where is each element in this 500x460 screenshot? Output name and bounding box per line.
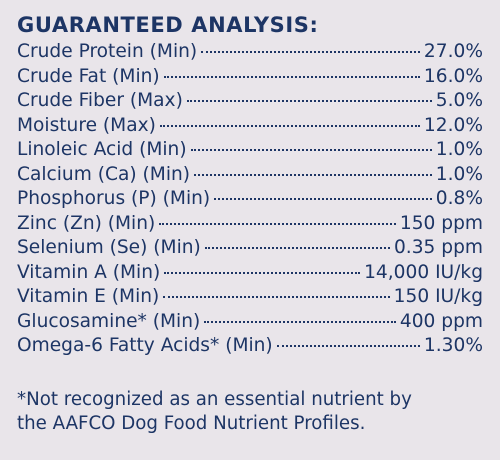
analysis-row: Moisture (Max) 12.0% bbox=[17, 114, 483, 139]
analysis-row: Calcium (Ca) (Min) 1.0% bbox=[17, 163, 483, 188]
dot-leader bbox=[159, 222, 396, 225]
nutrient-name: Moisture (Max) bbox=[17, 114, 156, 136]
nutrient-value: 400 ppm bbox=[399, 310, 483, 332]
analysis-row: Crude Fat (Min) 16.0% bbox=[17, 65, 483, 90]
nutrient-value: 150 IU/kg bbox=[393, 286, 483, 307]
footnote-line-2: the AAFCO Dog Food Nutrient Profiles. bbox=[17, 413, 366, 434]
dot-leader bbox=[204, 320, 396, 323]
analysis-row: Vitamin A (Min) 14,000 IU/kg bbox=[17, 261, 483, 286]
nutrient-value: 27.0% bbox=[423, 41, 483, 62]
dot-leader bbox=[163, 295, 390, 298]
dot-leader bbox=[190, 148, 432, 151]
dot-leader bbox=[163, 75, 420, 78]
nutrient-name: Selenium (Se) (Min) bbox=[17, 237, 201, 258]
dot-leader bbox=[164, 271, 361, 274]
nutrient-value: 150 ppm bbox=[399, 212, 483, 234]
nutrient-name: Zinc (Zn) (Min) bbox=[17, 212, 156, 234]
dot-leader bbox=[194, 173, 432, 176]
nutrient-value: 1.0% bbox=[435, 163, 483, 185]
analysis-list: Crude Protein (Min) 27.0% Crude Fat (Min) 1… bbox=[17, 40, 483, 359]
dot-leader bbox=[159, 124, 420, 127]
analysis-row: Selenium (Se) (Min) 0.35 ppm bbox=[17, 236, 483, 261]
dot-leader bbox=[204, 246, 390, 249]
nutrient-value: 5.0% bbox=[435, 90, 483, 111]
nutrient-name: Linoleic Acid (Min) bbox=[17, 139, 187, 160]
nutrient-name: Vitamin A (Min) bbox=[17, 261, 161, 283]
nutrient-value: 16.0% bbox=[423, 65, 483, 87]
nutrient-value: 1.0% bbox=[435, 139, 483, 160]
nutrient-name: Crude Fiber (Max) bbox=[17, 90, 183, 111]
dot-leader bbox=[186, 99, 432, 102]
footnote: *Not recognized as an essential nutrient… bbox=[17, 388, 487, 436]
analysis-row: Zinc (Zn) (Min) 150 ppm bbox=[17, 212, 483, 237]
dot-leader bbox=[276, 344, 420, 347]
nutrient-name: Crude Protein (Min) bbox=[17, 41, 198, 62]
nutrient-name: Omega-6 Fatty Acids* (Min) bbox=[17, 335, 273, 356]
analysis-row: Vitamin E (Min) 150 IU/kg bbox=[17, 285, 483, 310]
analysis-row: Crude Fiber (Max) 5.0% bbox=[17, 89, 483, 114]
dot-leader bbox=[214, 197, 432, 200]
footnote-line-1: *Not recognized as an essential nutrient… bbox=[17, 389, 412, 410]
nutrient-name: Calcium (Ca) (Min) bbox=[17, 163, 191, 185]
nutrient-value: 0.35 ppm bbox=[393, 237, 483, 258]
nutrient-name: Crude Fat (Min) bbox=[17, 65, 160, 87]
dot-leader bbox=[201, 50, 420, 53]
analysis-row: Phosphorus (P) (Min) 0.8% bbox=[17, 187, 483, 212]
nutrient-name: Vitamin E (Min) bbox=[17, 286, 160, 307]
nutrient-value: 12.0% bbox=[423, 114, 483, 136]
analysis-row: Omega-6 Fatty Acids* (Min) 1.30% bbox=[17, 334, 483, 359]
panel-title: GUARANTEED ANALYSIS: bbox=[17, 13, 319, 37]
nutrient-name: Glucosamine* (Min) bbox=[17, 310, 201, 332]
nutrient-value: 0.8% bbox=[435, 188, 483, 209]
nutrient-value: 14,000 IU/kg bbox=[364, 261, 483, 283]
nutrient-name: Phosphorus (P) (Min) bbox=[17, 188, 211, 209]
nutrient-value: 1.30% bbox=[423, 335, 483, 356]
analysis-row: Crude Protein (Min) 27.0% bbox=[17, 40, 483, 65]
analysis-row: Glucosamine* (Min) 400 ppm bbox=[17, 310, 483, 335]
analysis-row: Linoleic Acid (Min) 1.0% bbox=[17, 138, 483, 163]
